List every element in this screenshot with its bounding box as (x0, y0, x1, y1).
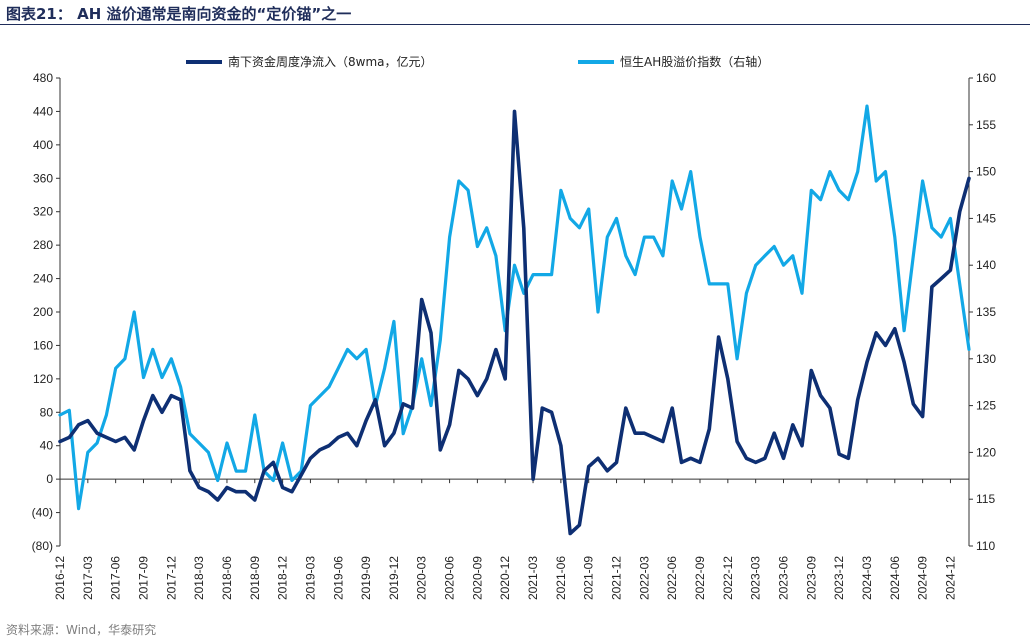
series-line-ah-premium (58, 104, 971, 511)
series-line-southbound (58, 109, 971, 536)
x-tick-label: 2019-03 (303, 556, 317, 600)
left-tick-label: 0 (46, 472, 53, 486)
x-tick-label: 2024-03 (860, 556, 874, 600)
right-tick-label: 110 (976, 539, 995, 553)
x-tick-label: 2022-06 (665, 556, 679, 600)
chart-title: 图表21： AH 溢价通常是南向资金的“定价锚”之一 (6, 5, 352, 23)
left-tick-label: 360 (33, 171, 53, 185)
x-tick-label: 2023-06 (776, 556, 790, 600)
right-tick-label: 115 (976, 492, 995, 506)
left-tick-label: 440 (33, 104, 53, 118)
x-tick-label: 2018-09 (248, 556, 262, 600)
x-tick-label: 2018-12 (276, 556, 290, 600)
right-tick-label: 120 (976, 445, 996, 459)
left-tick-label: 40 (40, 439, 54, 453)
x-tick-label: 2022-12 (721, 556, 735, 600)
right-tick-label: 145 (976, 211, 996, 225)
x-tick-label: 2023-09 (804, 556, 818, 600)
x-tick-label: 2020-06 (443, 556, 457, 600)
x-tick-label: 2022-09 (693, 556, 707, 600)
x-tick-label: 2024-12 (943, 556, 957, 600)
left-tick-label: 320 (33, 205, 53, 219)
right-tick-label: 140 (976, 258, 996, 272)
x-tick-label: 2023-03 (749, 556, 763, 600)
right-tick-label: 155 (976, 118, 996, 132)
x-tick-label: 2019-09 (359, 556, 373, 600)
legend-label-southbound: 南下资金周度净流入（8wma，亿元） (228, 54, 433, 69)
x-tick-label: 2021-06 (554, 556, 568, 600)
right-tick-label: 130 (976, 352, 996, 366)
x-tick-label: 2019-12 (387, 556, 401, 600)
x-tick-label: 2021-03 (526, 556, 540, 600)
left-tick-label: (40) (32, 506, 53, 520)
left-tick-label: 80 (40, 405, 54, 419)
right-tick-label: 150 (976, 165, 996, 179)
legend-label-ah-premium: 恒生AH股溢价指数（右轴） (620, 54, 769, 69)
source-note: 资料来源：Wind，华泰研究 (6, 623, 157, 637)
x-tick-label: 2020-03 (415, 556, 429, 600)
x-tick-label: 2024-06 (888, 556, 902, 600)
x-tick-label: 2020-09 (470, 556, 484, 600)
x-tick-label: 2022-03 (637, 556, 651, 600)
left-tick-label: 400 (33, 138, 53, 152)
chart-axes: 48044040036032028024020016012080400(40)(… (32, 71, 997, 600)
left-tick-label: (80) (32, 539, 53, 553)
x-tick-label: 2016-12 (53, 556, 67, 600)
x-tick-label: 2019-06 (331, 556, 345, 600)
x-tick-label: 2017-12 (164, 556, 178, 600)
chart-legend: 南下资金周度净流入（8wma，亿元） 恒生AH股溢价指数（右轴） (186, 54, 769, 69)
left-tick-label: 240 (33, 272, 53, 286)
x-tick-label: 2023-12 (832, 556, 846, 600)
x-tick-label: 2017-09 (136, 556, 150, 600)
x-tick-label: 2021-09 (582, 556, 596, 600)
x-tick-label: 2018-03 (192, 556, 206, 600)
left-tick-label: 480 (33, 71, 53, 85)
x-tick-label: 2024-09 (916, 556, 930, 600)
right-tick-label: 160 (976, 71, 996, 85)
right-tick-label: 135 (976, 305, 996, 319)
title-divider (0, 24, 1030, 25)
x-tick-label: 2018-06 (220, 556, 234, 600)
chart-series (58, 104, 971, 536)
x-tick-label: 2017-03 (81, 556, 95, 600)
left-tick-label: 160 (33, 338, 53, 352)
x-tick-label: 2020-12 (498, 556, 512, 600)
left-tick-label: 120 (33, 372, 53, 386)
x-tick-label: 2021-12 (610, 556, 624, 600)
left-tick-label: 280 (33, 238, 53, 252)
x-tick-label: 2017-06 (109, 556, 123, 600)
left-tick-label: 200 (33, 305, 53, 319)
right-tick-label: 125 (976, 399, 996, 413)
